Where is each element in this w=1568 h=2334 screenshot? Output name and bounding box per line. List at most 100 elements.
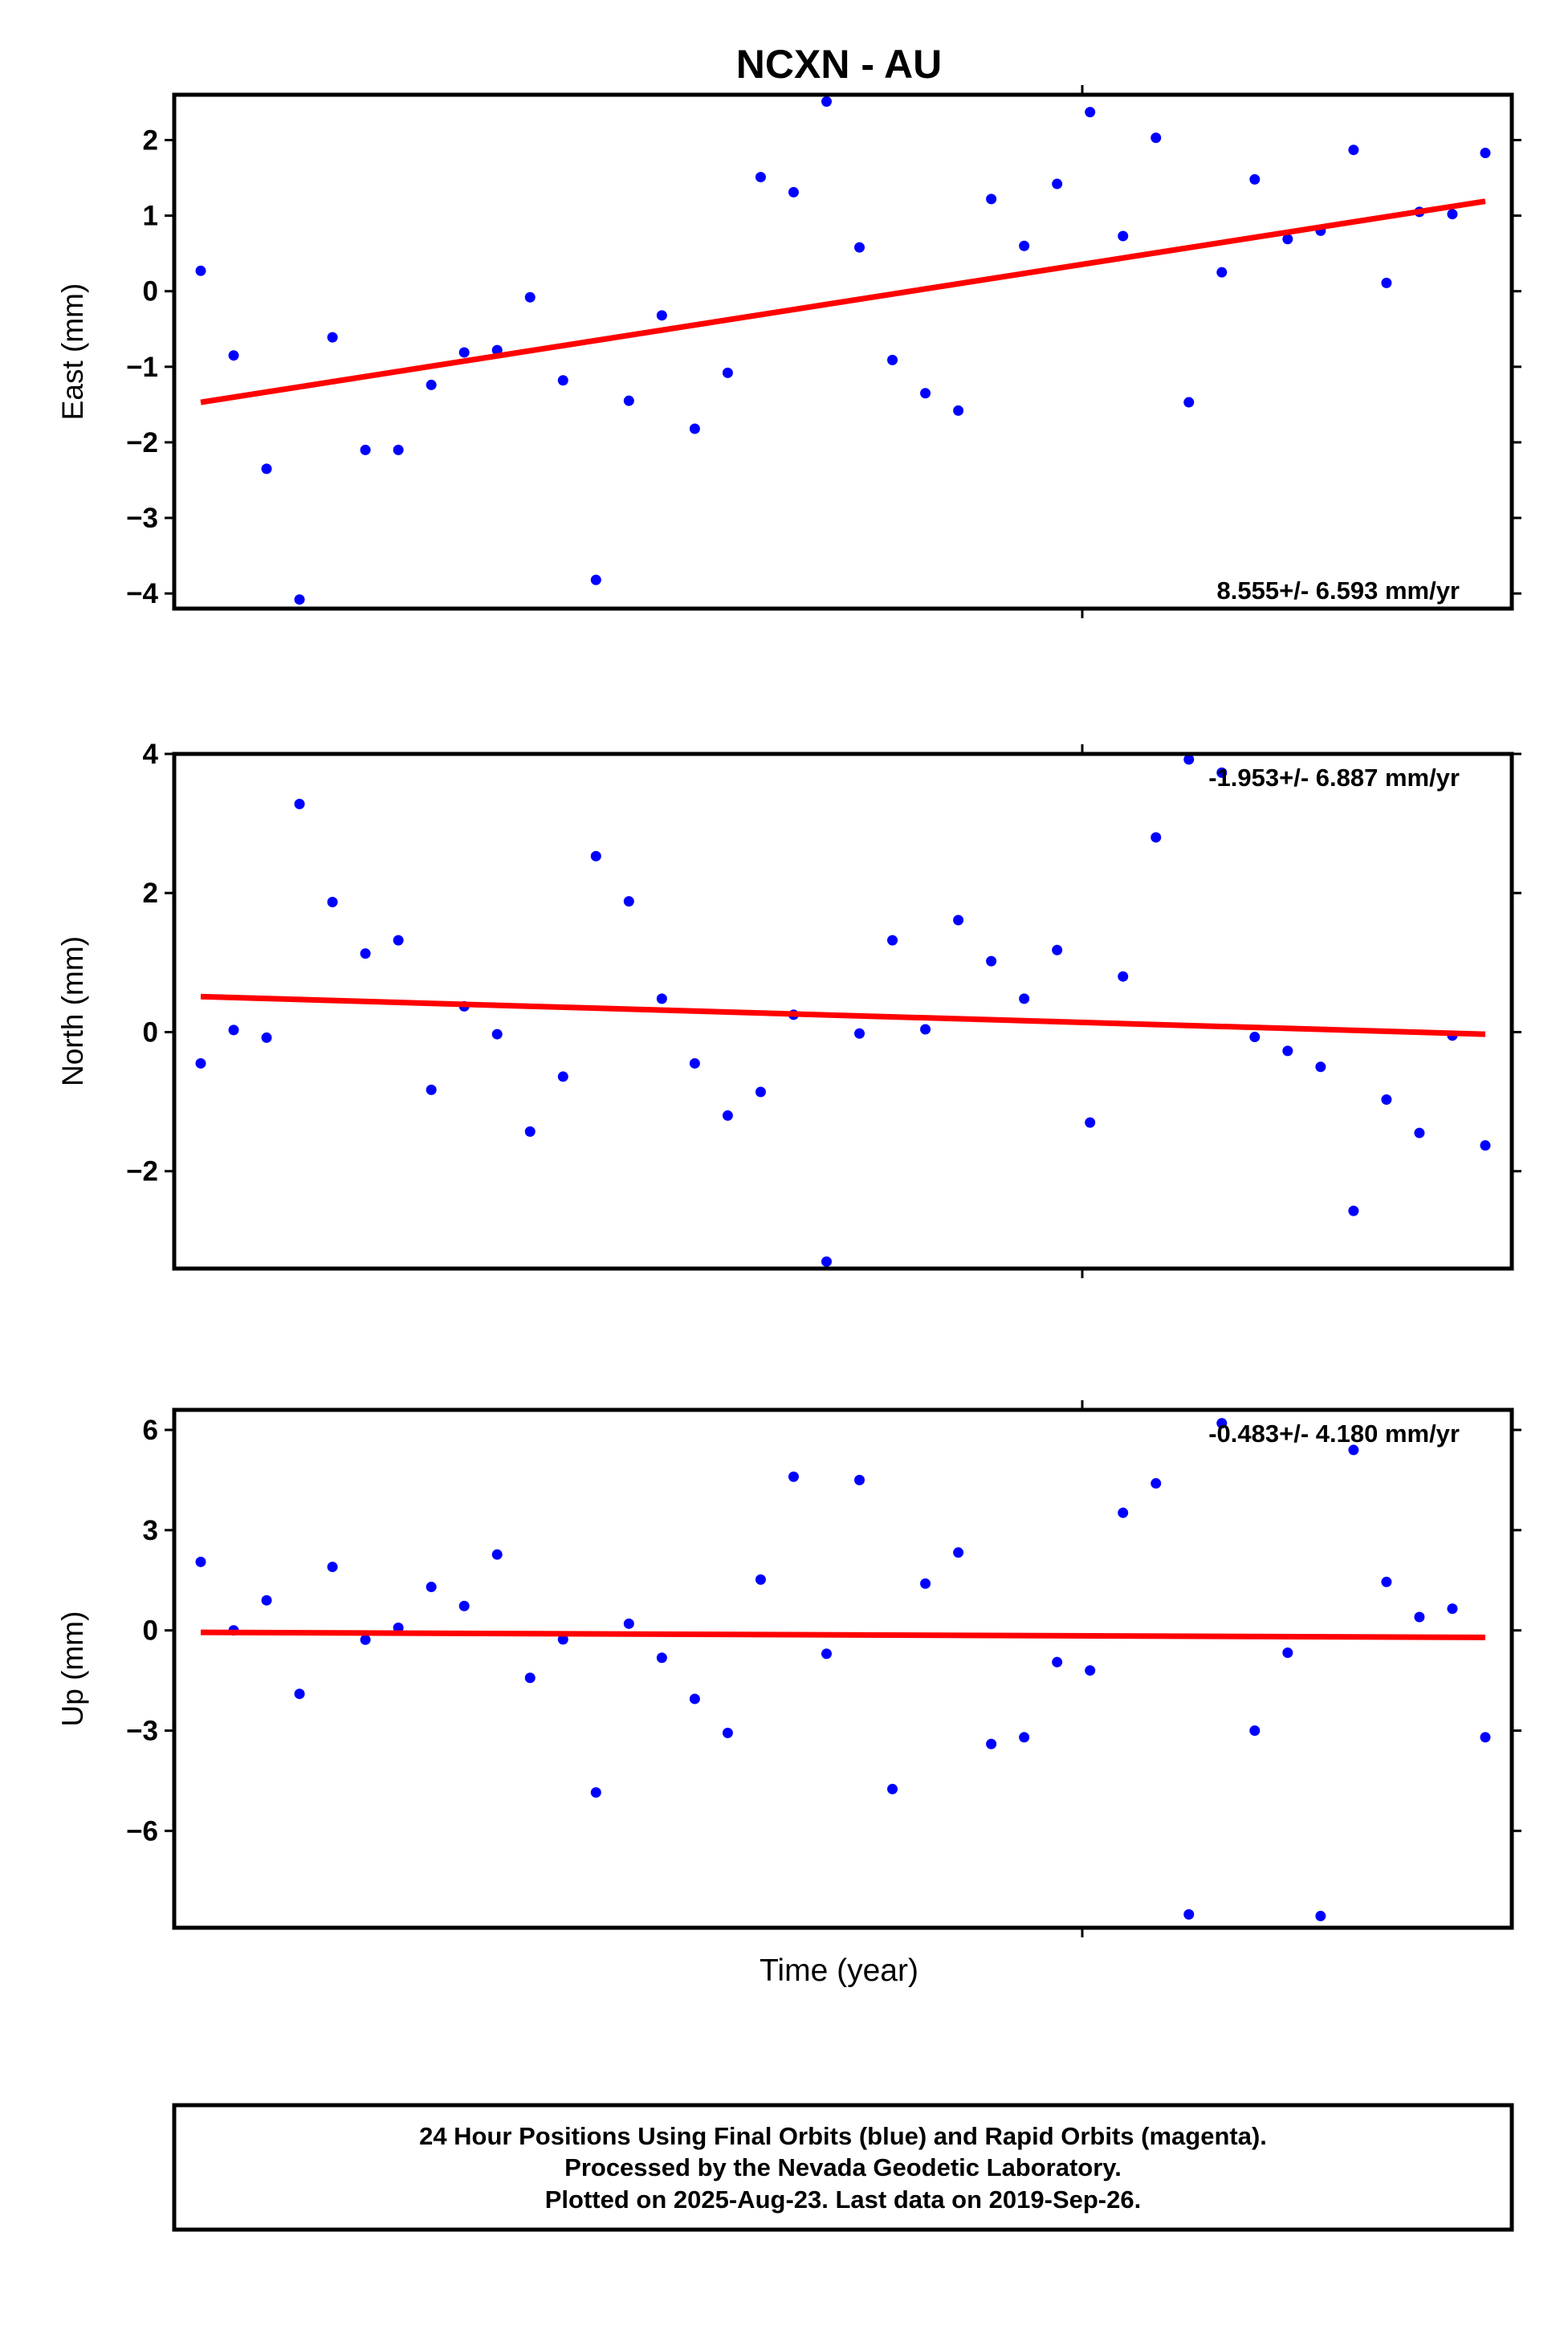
up-data-point	[920, 1578, 931, 1589]
east-data-point	[1085, 107, 1096, 118]
up-ytick-label: 3	[143, 1515, 158, 1546]
up-data-point	[294, 1688, 305, 1700]
north-data-point	[524, 1126, 536, 1137]
east-panel: 2 1 0 −1 −2 −3 −4 East (mm) 8.555+/- 6.593 mm/yr	[56, 85, 1521, 618]
north-rate-label: -1.953+/- 6.887 mm/yr	[1208, 764, 1460, 792]
east-rate-label: 8.555+/- 6.593 mm/yr	[1217, 576, 1460, 605]
up-data-point	[557, 1634, 568, 1645]
x-axis-label: Time (year)	[760, 1953, 918, 1988]
up-data-point	[788, 1471, 799, 1482]
east-data-point	[294, 594, 305, 605]
east-data-point	[1019, 240, 1030, 251]
north-data-point	[623, 896, 634, 907]
up-data-point	[722, 1727, 733, 1738]
east-data-point	[788, 186, 799, 198]
north-frame	[172, 752, 1514, 1271]
up-data-point	[327, 1562, 338, 1573]
east-data-point	[986, 193, 997, 205]
north-data-point	[327, 897, 338, 908]
east-data-point	[854, 242, 865, 253]
up-data-point	[1216, 1418, 1228, 1429]
up-data-point	[1249, 1725, 1261, 1736]
east-data-point	[228, 350, 239, 361]
north-data-point	[1315, 1061, 1326, 1073]
north-ytick-label: −2	[126, 1156, 158, 1187]
up-data-point	[426, 1582, 437, 1593]
north-ytick-label: 0	[143, 1016, 158, 1048]
footer-line-3: Plotted on 2025-Aug-23. Last data on 201…	[545, 2185, 1141, 2214]
up-data-point	[491, 1549, 503, 1560]
east-data-point	[722, 367, 733, 378]
north-data-point	[821, 1256, 832, 1267]
north-data-point	[360, 948, 371, 959]
east-data-point	[821, 96, 832, 107]
east-data-point	[261, 463, 272, 475]
up-data-point	[360, 1634, 371, 1645]
north-data-point	[426, 1084, 437, 1095]
up-data-point	[393, 1622, 404, 1633]
east-data-point	[195, 265, 206, 276]
east-frame	[172, 92, 1514, 611]
up-ytick-label: 6	[143, 1415, 158, 1446]
up-data-point	[755, 1574, 766, 1585]
east-data-point	[458, 347, 470, 358]
up-data-point	[1151, 1478, 1162, 1489]
north-data-point	[1085, 1117, 1096, 1128]
north-data-point	[195, 1057, 206, 1069]
up-data-point	[953, 1547, 964, 1558]
east-data-point	[689, 423, 700, 434]
chart-title: NCXN - AU	[736, 42, 942, 87]
east-data-point	[953, 405, 964, 416]
footer-line-2: Processed by the Nevada Geodetic Laborat…	[564, 2153, 1122, 2181]
north-data-point	[228, 1024, 239, 1036]
east-data-point	[1118, 230, 1129, 242]
east-y-axis-label: East (mm)	[56, 283, 89, 421]
up-data-point	[1118, 1507, 1129, 1518]
east-ytick-label: −1	[126, 352, 158, 383]
north-data-point	[920, 1024, 931, 1035]
up-data-point	[590, 1786, 601, 1798]
up-data-point	[656, 1652, 667, 1664]
east-data-point	[1282, 234, 1293, 245]
footer-line-1: 24 Hour Positions Using Final Orbits (bl…	[419, 2122, 1267, 2150]
up-data-point	[1019, 1732, 1030, 1743]
east-data-point	[1348, 145, 1359, 156]
north-trend-line	[200, 993, 1486, 1037]
north-data-point	[1414, 1127, 1425, 1138]
east-data-point	[887, 354, 898, 365]
up-data-point	[1052, 1656, 1063, 1668]
north-data-point	[755, 1086, 766, 1098]
east-data-point	[590, 574, 601, 585]
north-data-point	[887, 935, 898, 946]
up-data-point	[986, 1738, 997, 1749]
north-data-point	[1480, 1140, 1491, 1151]
north-data-point	[557, 1071, 568, 1082]
up-data-point	[1447, 1603, 1458, 1615]
north-data-point	[491, 1029, 503, 1040]
east-ytick-label: 1	[143, 201, 158, 232]
north-data-point	[656, 993, 667, 1004]
up-trend-line	[200, 1629, 1486, 1640]
up-data-point	[1183, 1908, 1195, 1920]
east-data-point	[1381, 277, 1392, 288]
north-data-point	[590, 850, 601, 862]
east-data-point	[360, 444, 371, 455]
up-data-point	[458, 1600, 470, 1611]
east-data-point	[1480, 147, 1491, 158]
north-data-point	[1019, 993, 1030, 1004]
north-data-point	[689, 1057, 700, 1069]
up-data-point	[1348, 1444, 1359, 1456]
up-data-point	[821, 1648, 832, 1660]
up-ytick-label: 0	[143, 1615, 158, 1647]
north-data-point	[1118, 971, 1129, 982]
east-data-point	[426, 379, 437, 390]
up-data-point	[261, 1595, 272, 1606]
north-data-point	[1381, 1094, 1392, 1106]
east-ytick-label: −3	[126, 503, 158, 534]
up-y-axis-label: Up (mm)	[56, 1611, 89, 1727]
up-data-point	[524, 1672, 536, 1684]
east-ytick-label: −2	[126, 427, 158, 458]
north-data-point	[1348, 1205, 1359, 1216]
north-data-point	[986, 955, 997, 967]
up-panel: 6 3 0 −3 −6 Up (mm) -0.483+/- 4.180 mm/yr	[56, 1400, 1521, 1937]
